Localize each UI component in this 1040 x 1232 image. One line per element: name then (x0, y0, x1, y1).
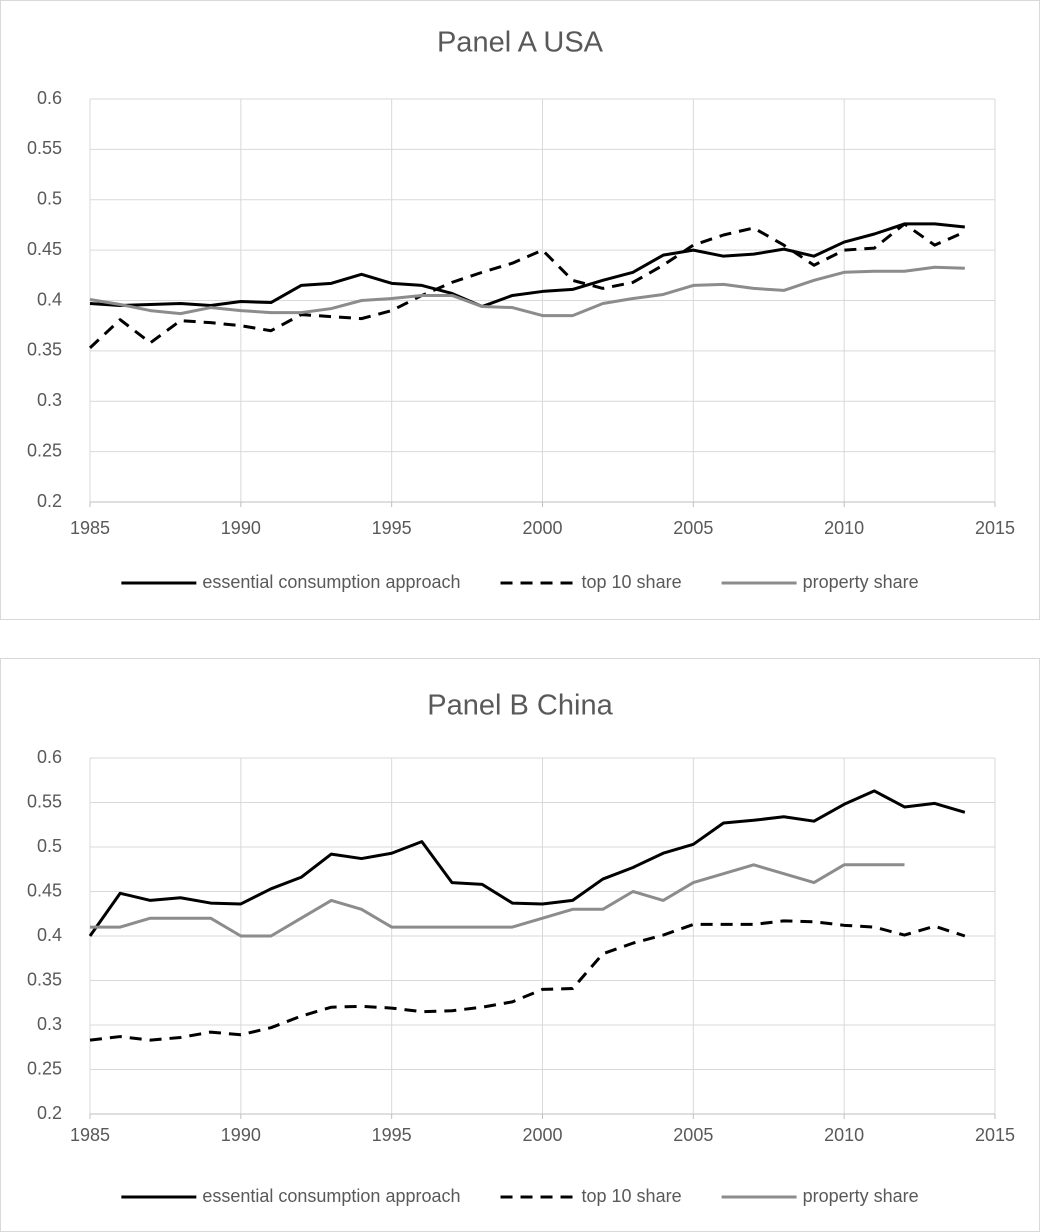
y-tick-label: 0.35 (27, 340, 62, 360)
x-tick-label: 2010 (824, 1125, 864, 1145)
y-tick-label: 0.3 (37, 1014, 62, 1034)
x-tick-label: 2015 (975, 1125, 1015, 1145)
y-tick-label: 0.5 (37, 189, 62, 209)
x-tick-label: 1990 (221, 1125, 261, 1145)
y-tick-label: 0.3 (37, 390, 62, 410)
y-tick-label: 0.2 (37, 1103, 62, 1123)
series-line (89, 919, 966, 1042)
series-line (88, 789, 966, 937)
y-tick-label: 0.25 (27, 1058, 62, 1078)
legend-label: top 10 share (582, 1186, 682, 1206)
x-tick-label: 1985 (70, 1125, 110, 1145)
legend: essential consumption approach top 10 sha… (121, 1186, 919, 1206)
y-tick-label: 0.45 (27, 239, 62, 259)
panel: Panel A USA 0.2 0.25 0.3 0.35 0.4 0.45 0.5 0.55 0… (0, 0, 1040, 620)
legend-label: essential consumption approach (202, 572, 460, 592)
chart-title: Panel A USA (437, 27, 604, 59)
series-line (89, 265, 965, 318)
x-tick-label: 2010 (824, 518, 864, 538)
x-tick-label: 1995 (372, 518, 412, 538)
x-tick-label: 2015 (975, 518, 1015, 538)
legend-label: essential consumption approach (202, 1186, 460, 1206)
series-line (90, 863, 905, 938)
y-tick-label: 0.4 (37, 289, 62, 309)
legend-label: top 10 share (582, 572, 682, 592)
y-tick-label: 0.6 (37, 747, 62, 767)
x-tick-label: 2005 (673, 518, 713, 538)
y-tick-label: 0.2 (37, 491, 62, 511)
x-tick-label: 1990 (221, 518, 261, 538)
y-tick-label: 0.45 (27, 880, 62, 900)
series-line (88, 222, 966, 349)
x-tick-label: 2000 (522, 518, 562, 538)
panel: Panel B China 0.2 0.25 0.3 0.35 0.4 0.45 0.5 0.5… (0, 658, 1040, 1232)
panel-border (0, 658, 1040, 1232)
y-tick-label: 0.55 (27, 791, 62, 811)
y-tick-label: 0.25 (27, 440, 62, 460)
legend: essential consumption approach top 10 sha… (121, 572, 919, 592)
x-tick-label: 1995 (372, 1125, 412, 1145)
legend-label: property share (803, 572, 919, 592)
x-tick-label: 1985 (70, 518, 110, 538)
chart-title: Panel B China (427, 690, 613, 722)
y-tick-label: 0.5 (37, 836, 62, 856)
x-tick-label: 2005 (673, 1125, 713, 1145)
y-tick-label: 0.55 (27, 138, 62, 158)
x-tick-label: 2000 (522, 1125, 562, 1145)
y-tick-label: 0.35 (27, 969, 62, 989)
legend-label: property share (803, 1186, 919, 1206)
y-tick-label: 0.6 (37, 88, 62, 108)
y-tick-label: 0.4 (37, 925, 62, 945)
series-line (89, 222, 965, 309)
